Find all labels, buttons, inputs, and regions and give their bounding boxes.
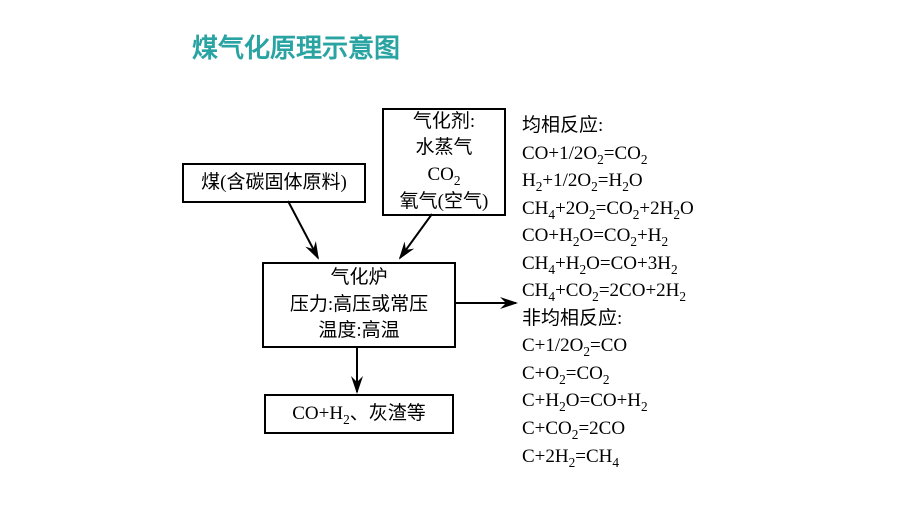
box-line: 压力:高压或常压 (290, 292, 428, 319)
arrows-layer (0, 0, 920, 518)
reaction-line: C+O2=CO2 (522, 360, 694, 388)
arrow (288, 201, 318, 258)
reactions-list: 均相反应:CO+1/2O2=CO2H2+1/2O2=H2OCH4+2O2=CO2… (522, 112, 694, 470)
reaction-line: 非均相反应: (522, 305, 694, 333)
box-line: 水蒸气 (415, 135, 472, 162)
box-coal: 煤(含碳固体原料) (182, 163, 366, 203)
reaction-line: CO+H2O=CO2+H2 (522, 222, 694, 250)
box-line: 温度:高温 (318, 318, 399, 345)
reaction-line: CH4+2O2=CO2+2H2O (522, 195, 694, 223)
box-line: 气化剂: (413, 109, 475, 136)
box-output: CO+H2、灰渣等 (264, 394, 454, 434)
box-gasifier: 气化炉压力:高压或常压温度:高温 (262, 262, 456, 348)
box-gasifying-agent: 气化剂:水蒸气CO2氧气(空气) (382, 108, 506, 216)
reaction-line: C+CO2=2CO (522, 415, 694, 443)
reaction-line: CH4+H2O=CO+3H2 (522, 250, 694, 278)
reaction-line: C+H2O=CO+H2 (522, 387, 694, 415)
reaction-line: CH4+CO2=2CO+2H2 (522, 277, 694, 305)
box-line: CO2 (427, 162, 460, 189)
box-line: 气化炉 (330, 265, 387, 292)
box-line: 氧气(空气) (400, 189, 489, 216)
box-line: CO+H2、灰渣等 (292, 401, 426, 428)
reaction-line: C+1/2O2=CO (522, 332, 694, 360)
reaction-line: 均相反应: (522, 112, 694, 140)
reaction-line: CO+1/2O2=CO2 (522, 140, 694, 168)
arrow (400, 214, 432, 258)
reaction-line: H2+1/2O2=H2O (522, 167, 694, 195)
box-line: 煤(含碳固体原料) (201, 170, 347, 197)
reaction-line: C+2H2=CH4 (522, 443, 694, 471)
diagram-title: 煤气化原理示意图 (192, 28, 400, 65)
